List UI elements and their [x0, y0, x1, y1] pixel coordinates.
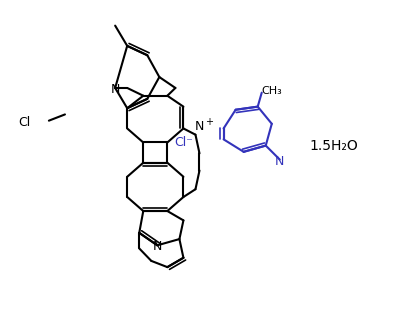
Text: N: N	[110, 83, 120, 96]
Text: Cl⁻: Cl⁻	[174, 136, 193, 149]
Text: CH₃: CH₃	[262, 86, 283, 96]
Text: Cl: Cl	[19, 116, 31, 129]
Text: N: N	[153, 240, 162, 253]
Text: N: N	[275, 155, 285, 168]
Text: +: +	[205, 117, 213, 127]
Text: N: N	[195, 121, 204, 133]
Text: 1.5H₂O: 1.5H₂O	[310, 139, 358, 153]
